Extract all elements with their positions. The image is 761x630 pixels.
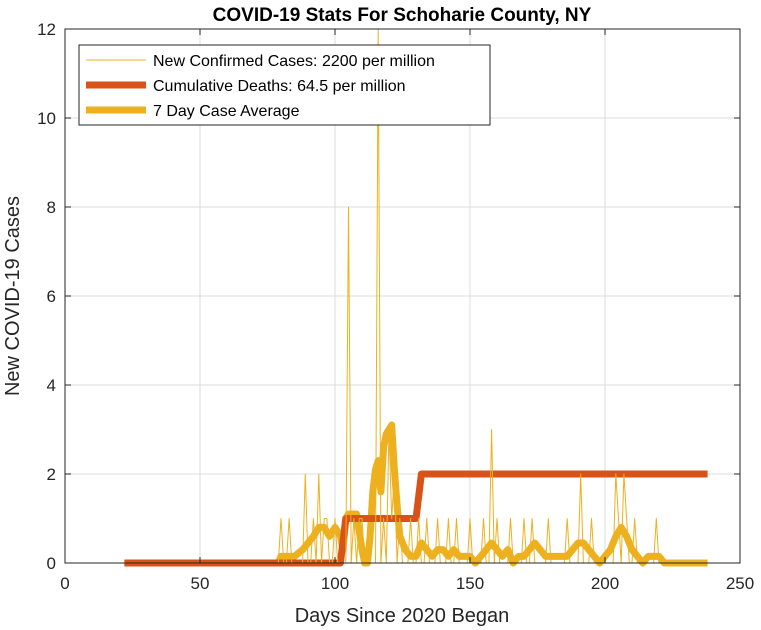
x-tick-label: 50 — [191, 574, 210, 593]
legend-label-1: Cumulative Deaths: 64.5 per million — [153, 78, 406, 95]
x-tick-label: 200 — [591, 574, 619, 593]
y-tick-label: 8 — [47, 198, 56, 217]
chart-title: COVID-19 Stats For Schoharie County, NY — [213, 5, 592, 26]
series-line-0 — [124, 28, 708, 564]
y-tick-label: 0 — [47, 554, 56, 573]
x-tick-label: 100 — [321, 574, 349, 593]
legend-label-2: 7 Day Case Average — [153, 103, 300, 120]
x-tick-label: 250 — [726, 574, 754, 593]
y-tick-label: 10 — [37, 109, 56, 128]
y-axis-label: New COVID-19 Cases — [2, 196, 24, 396]
legend-label-0: New Confirmed Cases: 2200 per million — [153, 53, 435, 70]
legend-box — [78, 44, 491, 126]
y-tick-label: 2 — [47, 465, 56, 484]
series-layer — [124, 28, 708, 567]
legend: New Confirmed Cases: 2200 per million Cum… — [78, 44, 491, 126]
x-axis-label: Days Since 2020 Began — [295, 605, 510, 627]
y-tick-label: 12 — [37, 20, 56, 39]
x-tick-label: 150 — [456, 574, 484, 593]
y-tick-label: 6 — [47, 287, 56, 306]
y-tick-label: 4 — [47, 376, 56, 395]
x-tick-label: 0 — [60, 574, 69, 593]
axis-ticks: 0 50 100 150 200 250 0 2 4 6 8 10 12 — [37, 20, 754, 593]
